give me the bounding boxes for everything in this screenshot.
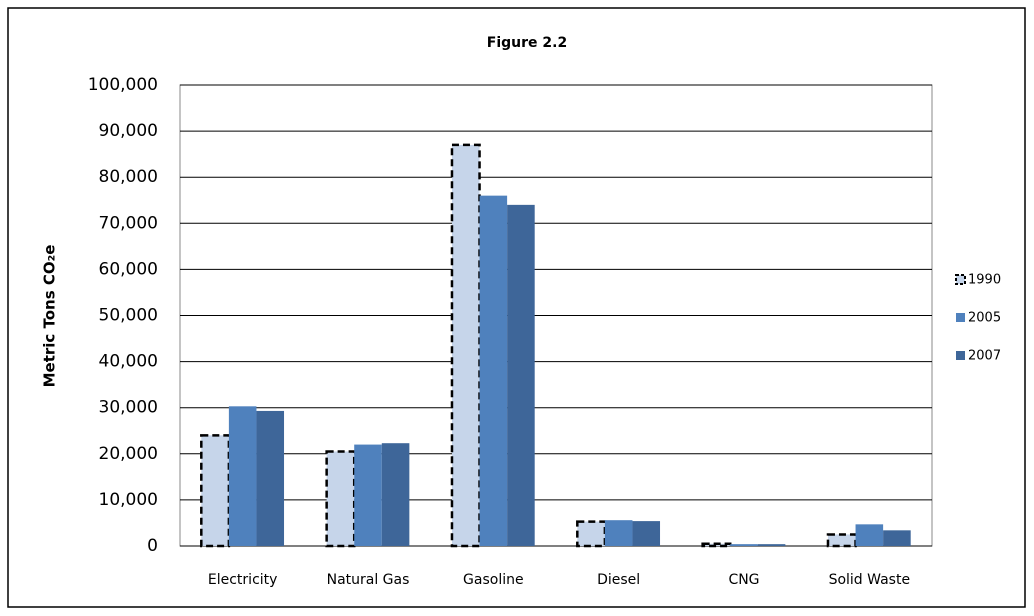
legend-label: 1990 (968, 273, 1001, 288)
bar (479, 195, 508, 546)
bar (381, 443, 410, 546)
bar (576, 520, 607, 548)
bar (507, 204, 535, 547)
bar (450, 143, 481, 548)
bar (325, 450, 356, 548)
y-tick-label: 100,000 (88, 75, 158, 95)
bar (256, 410, 285, 546)
bar (354, 444, 382, 546)
legend-swatch (956, 351, 965, 360)
legend-label: 2005 (968, 311, 1001, 326)
x-tick-label: Electricity (208, 572, 278, 588)
y-tick-label: 60,000 (99, 259, 158, 279)
x-tick-label: Diesel (597, 572, 640, 588)
bar (883, 530, 911, 546)
x-tick-label: CNG (728, 572, 759, 588)
bar (855, 524, 884, 546)
y-tick-label: 0 (147, 536, 158, 556)
bar (228, 406, 257, 546)
bar (200, 434, 231, 548)
y-tick-label: 50,000 (99, 306, 158, 326)
legend-swatch (956, 313, 965, 322)
y-tick-label: 20,000 (99, 444, 158, 464)
bar (604, 520, 633, 546)
x-tick-label: Gasoline (463, 572, 524, 588)
x-tick-label: Natural Gas (327, 572, 410, 588)
legend-label: 2007 (968, 349, 1001, 364)
chart-title: Figure 2.2 (487, 35, 567, 51)
bar (632, 521, 661, 546)
bar (701, 542, 732, 548)
y-axis-title: Metric Tons CO₂e (41, 245, 59, 388)
y-tick-label: 30,000 (99, 398, 158, 418)
y-tick-label: 70,000 (99, 213, 158, 233)
bar (826, 533, 857, 548)
y-tick-label: 40,000 (99, 352, 158, 372)
legend-swatch (955, 274, 966, 285)
bar (757, 544, 786, 546)
y-tick-label: 90,000 (99, 121, 158, 141)
y-tick-label: 80,000 (99, 167, 158, 187)
y-tick-label: 10,000 (99, 490, 158, 510)
bar (730, 544, 758, 546)
x-tick-label: Solid Waste (829, 572, 911, 588)
